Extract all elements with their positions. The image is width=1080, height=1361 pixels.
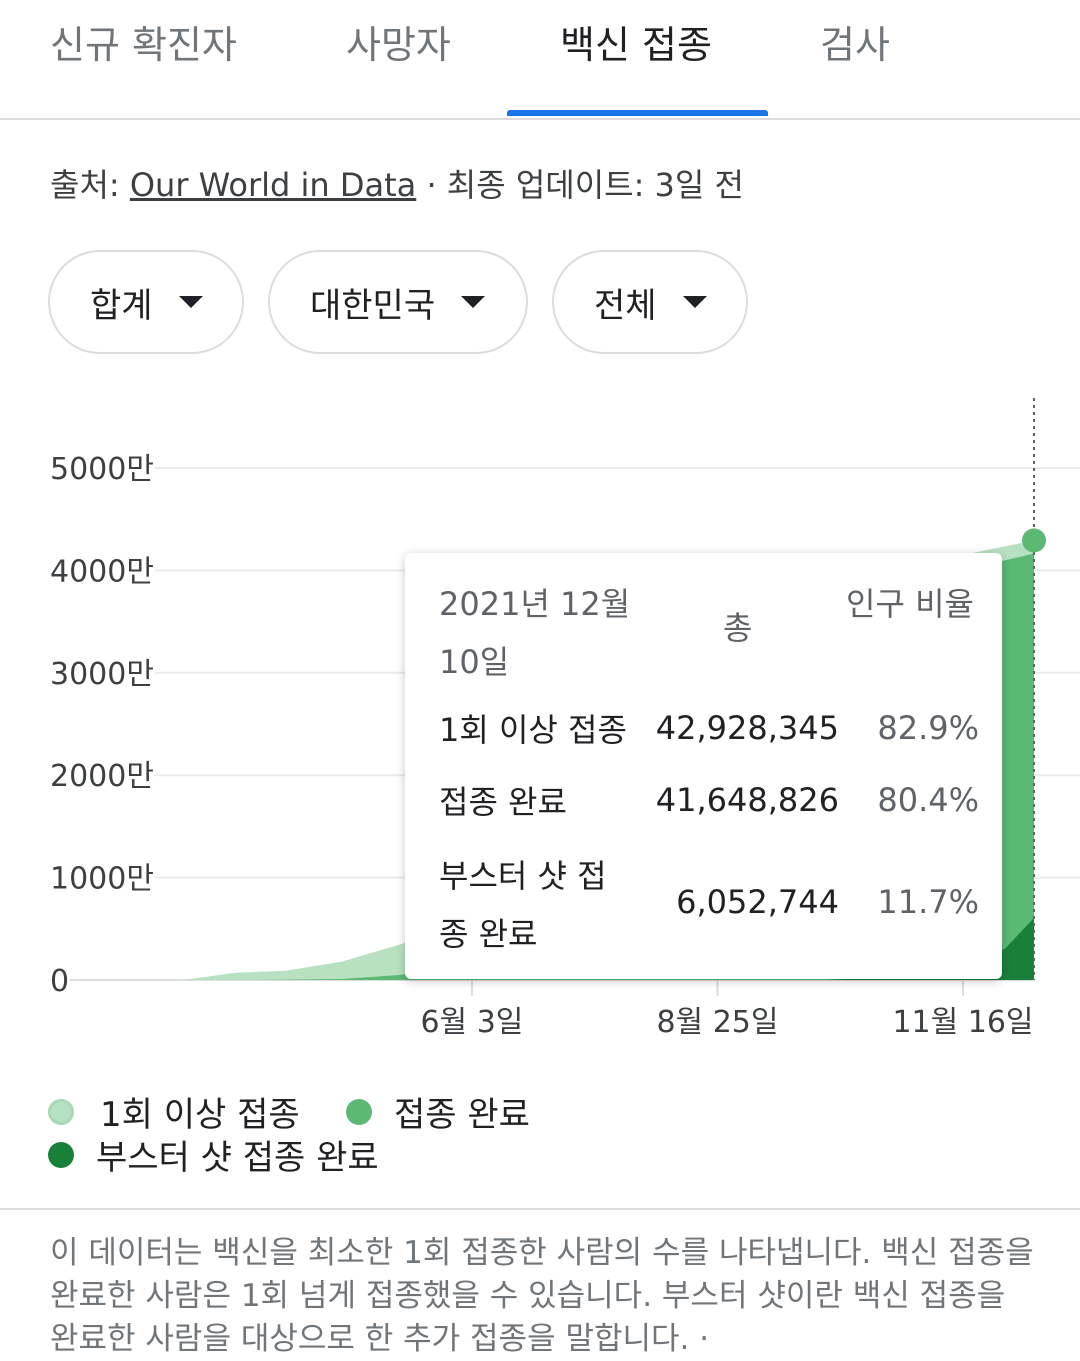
y-tick-label: 0 — [50, 964, 69, 999]
chart-hover-cursor — [1022, 398, 1046, 980]
tooltip-row-name: 부스터 샷 접종 완료 — [439, 857, 607, 953]
tooltip-percent-header: 인구 비율 — [846, 585, 974, 623]
tooltip-row-name: 1회 이상 접종 — [439, 711, 627, 749]
metric-dropdown-label: 합계 — [90, 285, 153, 326]
chart-tooltip: 2021년 12월 10일 총 인구 비율 1회 이상 접종 42,928,34… — [405, 553, 1002, 979]
x-tick-label: 6월 3일 — [420, 1005, 523, 1040]
tab-tests[interactable]: 검사 — [820, 23, 890, 67]
tooltip-row-percent: 80.4% — [877, 781, 979, 819]
y-tick-label: 2000만 — [50, 759, 154, 794]
caret-down-icon — [178, 296, 203, 308]
legend-swatch-icon — [346, 1098, 372, 1125]
y-axis-labels: 0 1000만 2000만 3000만 4000만 5000만 — [50, 452, 154, 999]
source-link[interactable]: Our World in Data — [129, 166, 417, 204]
scope-dropdown-label: 전체 — [594, 285, 657, 326]
metric-dropdown[interactable]: 합계 — [48, 250, 244, 354]
legend-label: 부스터 샷 접종 완료 — [96, 1138, 379, 1178]
tooltip-row-value: 42,928,345 — [655, 709, 839, 747]
x-axis-labels: 6월 3일 8월 25일 11월 16일 — [420, 980, 1034, 1040]
region-dropdown[interactable]: 대한민국 — [268, 250, 528, 354]
tooltip-total-header: 총 — [723, 609, 753, 647]
x-tick-label: 11월 16일 — [892, 1005, 1033, 1040]
legend-item-fully-vaccinated[interactable]: 접종 완료 — [346, 1087, 530, 1136]
tab-vaccination[interactable]: 백신 접종 — [560, 23, 712, 67]
y-tick-label: 3000만 — [50, 657, 154, 692]
y-tick-label: 1000만 — [50, 862, 154, 897]
caret-down-icon — [682, 296, 707, 308]
cursor-point — [1022, 528, 1046, 553]
tooltip-row-name: 접종 완료 — [439, 783, 567, 821]
scope-dropdown[interactable]: 전체 — [552, 250, 748, 354]
y-tick-label: 4000만 — [50, 554, 154, 589]
tab-deaths[interactable]: 사망자 — [346, 23, 451, 67]
tooltip-row-percent: 82.9% — [877, 709, 979, 747]
tooltip-row-value: 41,648,826 — [655, 781, 839, 819]
footnote: 이 데이터는 백신을 최소한 1회 접종한 사람의 수를 나타냅니다. 백신 접… — [50, 1235, 1034, 1357]
legend-label: 접종 완료 — [394, 1095, 530, 1135]
tooltip-row-value: 6,052,744 — [676, 883, 839, 921]
source-line: 출처: Our World in Data · 최종 업데이트: 3일 전 — [50, 160, 744, 206]
section-divider — [0, 1208, 1080, 1210]
last-updated: · 최종 업데이트: 3일 전 — [416, 166, 744, 204]
tab-bar: 신규 확진자 사망자 백신 접종 검사 — [0, 0, 1080, 120]
tooltip-row-percent: 11.7% — [877, 883, 979, 921]
y-tick-label: 5000만 — [50, 452, 154, 487]
tooltip-date: 2021년 12월 10일 — [439, 585, 631, 681]
x-tick-label: 8월 25일 — [656, 1005, 778, 1040]
legend-item-booster[interactable]: 부스터 샷 접종 완료 — [48, 1130, 379, 1179]
legend-item-first-dose[interactable]: 1회 이상 접종 — [48, 1087, 300, 1136]
legend-swatch-icon — [48, 1098, 74, 1125]
legend-label: 1회 이상 접종 — [100, 1095, 300, 1135]
active-tab-indicator — [507, 110, 768, 116]
source-prefix: 출처: — [50, 166, 130, 204]
caret-down-icon — [461, 296, 486, 308]
legend-swatch-icon — [48, 1141, 74, 1168]
tab-new-cases[interactable]: 신규 확진자 — [50, 23, 237, 67]
region-dropdown-label: 대한민국 — [310, 285, 436, 326]
